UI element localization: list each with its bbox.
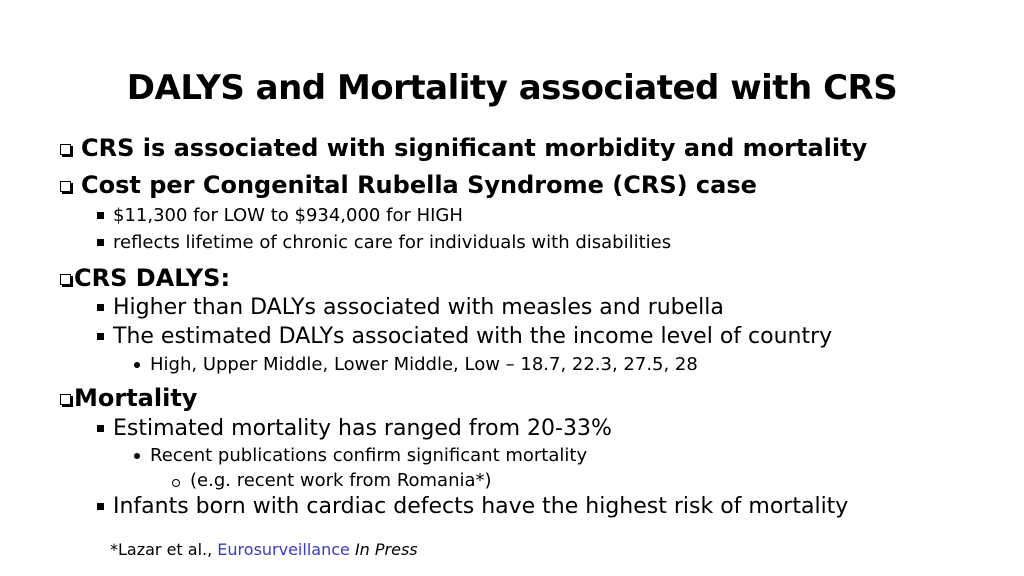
dot-bullet-icon [134, 452, 140, 459]
bullet-text: Infants born with cardiac defects have t… [113, 494, 849, 519]
checkbox-bullet-icon [60, 393, 71, 405]
checkbox-bullet-icon [60, 143, 71, 155]
bullet-cost: Cost per Congenital Rubella Syndrome (CR… [60, 171, 757, 199]
bullet-text: Estimated mortality has ranged from 20-3… [113, 416, 612, 441]
footnote-citation: *Lazar et al., [110, 540, 218, 559]
footnote: *Lazar et al., Eurosurveillance In Press [110, 540, 418, 559]
square-bullet-icon [97, 212, 104, 219]
bullet-text: The estimated DALYs associated with the … [113, 324, 833, 349]
slide-title: DALYS and Mortality associated with CRS [126, 68, 898, 108]
sub-sub-bullet-income-values: High, Upper Middle, Lower Middle, Low – … [134, 354, 698, 375]
bullet-text: Mortality [74, 384, 198, 412]
bullet-text: High, Upper Middle, Lower Middle, Low – … [150, 354, 698, 375]
sub-sub-bullet-recent-publications: Recent publications confirm significant … [134, 445, 587, 466]
square-bullet-icon [97, 425, 104, 432]
square-bullet-icon [97, 239, 104, 246]
sub-bullet-cost-range: $11,300 for LOW to $934,000 for HIGH [97, 205, 463, 226]
bullet-text: $11,300 for LOW to $934,000 for HIGH [113, 205, 463, 226]
bullet-text: reflects lifetime of chronic care for in… [113, 232, 672, 253]
bullet-crs-dalys: CRS DALYS: [60, 264, 230, 292]
bullet-text: (e.g. recent work from Romania*) [190, 470, 492, 491]
square-bullet-icon [97, 333, 104, 340]
sub-bullet-higher-than-measles: Higher than DALYs associated with measle… [97, 295, 724, 320]
checkbox-bullet-icon [60, 273, 71, 285]
sub-bullet-income-level: The estimated DALYs associated with the … [97, 324, 832, 349]
journal-link[interactable]: Eurosurveillance [217, 540, 350, 559]
circle-bullet-icon [172, 478, 180, 487]
sub-bullet-mortality-range: Estimated mortality has ranged from 20-3… [97, 416, 612, 441]
publication-status: In Press [354, 540, 418, 559]
bullet-crs-morbidity: CRS is associated with significant morbi… [60, 134, 867, 162]
sub-bullet-cardiac-defects: Infants born with cardiac defects have t… [97, 494, 848, 519]
bullet-text: CRS DALYS: [74, 264, 231, 292]
square-bullet-icon [97, 304, 104, 311]
dot-bullet-icon [134, 361, 140, 368]
bullet-mortality: Mortality [60, 384, 197, 412]
checkbox-bullet-icon [60, 180, 71, 192]
sub-sub-sub-bullet-romania: (e.g. recent work from Romania*) [172, 470, 492, 491]
square-bullet-icon [97, 503, 104, 510]
bullet-text: CRS is associated with significant morbi… [81, 134, 868, 162]
bullet-text: Higher than DALYs associated with measle… [113, 295, 724, 320]
sub-bullet-lifetime-care: reflects lifetime of chronic care for in… [97, 232, 671, 253]
bullet-text: Recent publications confirm significant … [150, 445, 588, 466]
bullet-text: Cost per Congenital Rubella Syndrome (CR… [81, 171, 757, 199]
